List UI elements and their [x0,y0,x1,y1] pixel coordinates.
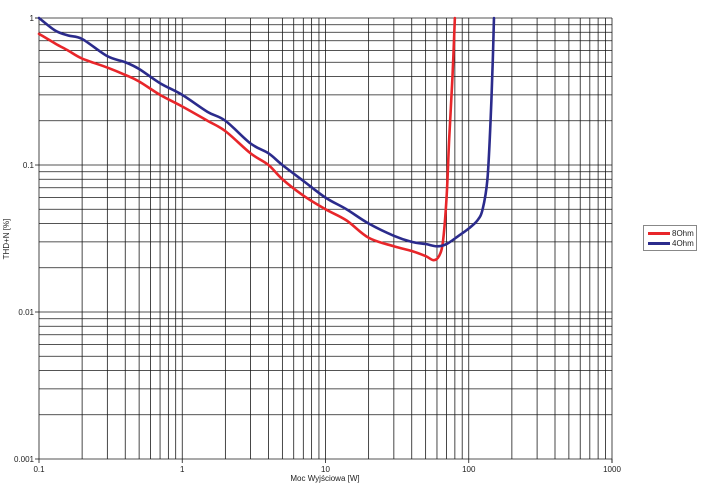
series-line-4ohm [37,16,496,248]
series-line-8ohm [37,16,457,262]
legend: 8Ohm 4Ohm [643,225,697,251]
y-tick-label: 1 [30,14,35,23]
grid-lines [35,17,613,463]
legend-item-8ohm: 8Ohm [648,228,694,238]
legend-swatch-4ohm [648,241,670,245]
y-tick-label: 0.01 [18,308,34,317]
y-tick-label: 0.1 [23,161,35,170]
tick-labels: 0.1 1 10 100 1000 0.001 0.01 0.1 1 [14,14,621,474]
legend-swatch-8ohm [648,231,670,235]
x-axis-title: Moc Wyjściowa [W] [290,474,359,483]
y-axis-title: THD+N [%] [2,219,11,260]
x-tick-label: 0.1 [33,465,45,474]
legend-label-4ohm: 4Ohm [672,238,694,248]
x-tick-label: 10 [321,465,330,474]
legend-item-4ohm: 4Ohm [648,238,694,248]
y-tick-label: 0.001 [14,455,35,464]
x-tick-label: 1000 [603,465,621,474]
data-series [37,16,496,262]
x-tick-label: 100 [462,465,476,474]
legend-label-8ohm: 8Ohm [672,228,694,238]
x-tick-label: 1 [180,465,185,474]
